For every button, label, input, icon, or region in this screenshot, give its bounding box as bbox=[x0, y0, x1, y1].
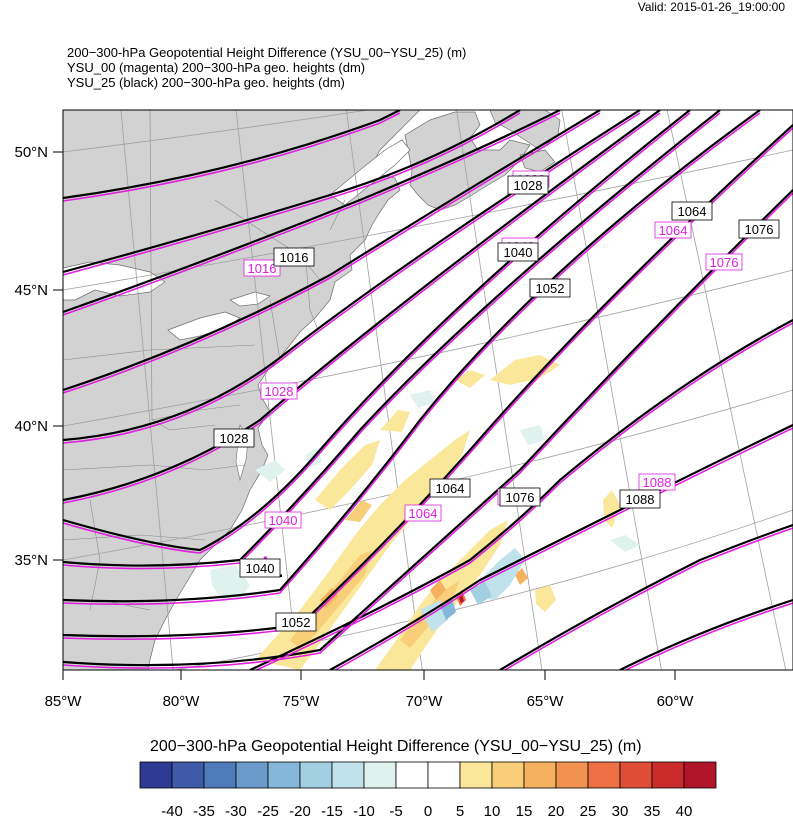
black-label-1040-west: 1040 bbox=[246, 561, 275, 576]
land-maritimes bbox=[404, 111, 531, 211]
colorbar-swatch bbox=[491, 761, 525, 789]
black-label-1064-south: 1064 bbox=[436, 481, 465, 496]
colorbar-swatch bbox=[683, 761, 717, 789]
black-label-1028-north: 1028 bbox=[514, 178, 543, 193]
colorbar-tick-label: 35 bbox=[644, 803, 661, 818]
colorbar-swatch bbox=[523, 761, 557, 789]
lat-label-45n: 45°N bbox=[14, 282, 48, 299]
lon-label-65w: 65°W bbox=[527, 693, 565, 710]
black-label-1028-south: 1028 bbox=[220, 431, 249, 446]
colorbar-swatch bbox=[427, 761, 461, 789]
map-panel: L L 1016 1028 1028 1040 1040 1052 1064 1… bbox=[63, 110, 793, 670]
colorbar-swatch bbox=[331, 761, 365, 789]
black-label-1088: 1088 bbox=[626, 492, 655, 507]
axis-ticks bbox=[53, 151, 676, 680]
colorbar-tick-label: 10 bbox=[484, 803, 501, 818]
valid-time: Valid: 2015-01-26_19:00:00 bbox=[637, 0, 785, 14]
colorbar-tick-labels: -40 -35 -30 -25 -20 -15 -10 -5 0 5 10 15 20 25 30 35 40 bbox=[161, 803, 692, 818]
colorbar-tick-label: -40 bbox=[161, 803, 183, 818]
colorbar-swatch bbox=[459, 761, 493, 789]
black-label-1052-south: 1052 bbox=[282, 615, 311, 630]
title-line-2: YSU_00 (magenta) 200−300-hPa geo. height… bbox=[67, 60, 366, 75]
colorbar-tick-label: -35 bbox=[193, 803, 215, 818]
colorbar-swatch bbox=[299, 761, 333, 789]
lon-label-60w: 60°W bbox=[657, 693, 695, 710]
black-label-1052-east: 1052 bbox=[536, 281, 565, 296]
black-label-1016: 1016 bbox=[280, 250, 309, 265]
lat-label-35n: 35°N bbox=[14, 552, 48, 569]
magenta-label-1040-west: 1040 bbox=[269, 513, 298, 528]
colorbar-tick-label: 40 bbox=[676, 803, 693, 818]
lon-label-70w: 70°W bbox=[406, 693, 444, 710]
colorbar-swatch bbox=[555, 761, 589, 789]
lat-label-50n: 50°N bbox=[14, 144, 48, 161]
colorbar-tick-label: 5 bbox=[456, 803, 464, 818]
colorbar-swatch bbox=[267, 761, 301, 789]
colorbar-tick-label: -25 bbox=[257, 803, 279, 818]
map-frame bbox=[62, 109, 793, 671]
magenta-label-1016: 1016 bbox=[248, 261, 277, 276]
colorbar-tick-label: -20 bbox=[289, 803, 311, 818]
colorbar-tick-label: 15 bbox=[516, 803, 533, 818]
colorbar-tick-label: -5 bbox=[389, 803, 402, 818]
magenta-label-1088: 1088 bbox=[643, 475, 672, 490]
title-line-3: YSU_25 (black) 200−300-hPa geo. heights … bbox=[67, 75, 345, 90]
colorbar-swatch bbox=[235, 761, 269, 789]
magenta-label-1064-east: 1064 bbox=[659, 223, 688, 238]
colorbar-swatch bbox=[395, 761, 429, 789]
colorbar-swatch bbox=[651, 761, 685, 789]
magenta-label-1028-south: 1028 bbox=[265, 384, 294, 399]
colorbar-swatch bbox=[363, 761, 397, 789]
state-borders bbox=[63, 110, 346, 611]
colorbar-title: 200−300-hPa Geopotential Height Differen… bbox=[150, 738, 642, 755]
magenta-label-1076-east: 1076 bbox=[710, 255, 739, 270]
lon-labels: 85°W 80°W 75°W 70°W 65°W 60°W bbox=[45, 693, 695, 710]
colorbar-swatch bbox=[619, 761, 653, 789]
colorbar-swatch bbox=[171, 761, 205, 789]
lat-labels: 50°N 45°N 40°N 35°N bbox=[14, 144, 48, 569]
lat-label-40n: 40°N bbox=[14, 418, 48, 435]
lon-label-75w: 75°W bbox=[283, 693, 321, 710]
colorbar-tick-label: -30 bbox=[225, 803, 247, 818]
colorbar-swatch bbox=[203, 761, 237, 789]
colorbar-tick-label: 0 bbox=[424, 803, 432, 818]
title-line-1: 200−300-hPa Geopotential Height Differen… bbox=[67, 45, 467, 60]
black-label-1076-south: 1076 bbox=[506, 490, 535, 505]
colorbar-tick-label: 25 bbox=[580, 803, 597, 818]
colorbar-tick-label: -15 bbox=[321, 803, 343, 818]
colorbar-tick-label: 30 bbox=[612, 803, 629, 818]
lake-ontario bbox=[229, 291, 271, 307]
colorbar-swatch bbox=[587, 761, 621, 789]
colorbar-tick-label: 20 bbox=[548, 803, 565, 818]
colorbar-tick-label: -10 bbox=[353, 803, 375, 818]
lon-label-85w: 85°W bbox=[45, 693, 83, 710]
black-contour-labels: 1016 1028 1028 1040 1040 1052 1052 1064 … bbox=[213, 175, 780, 632]
colorbar bbox=[139, 761, 717, 789]
black-label-1076-east: 1076 bbox=[745, 222, 774, 237]
lon-label-80w: 80°W bbox=[163, 693, 201, 710]
colorbar-swatch bbox=[139, 761, 173, 789]
black-label-1064-east: 1064 bbox=[678, 204, 707, 219]
magenta-label-1064-south: 1064 bbox=[409, 506, 438, 521]
black-label-1040-east: 1040 bbox=[504, 245, 533, 260]
